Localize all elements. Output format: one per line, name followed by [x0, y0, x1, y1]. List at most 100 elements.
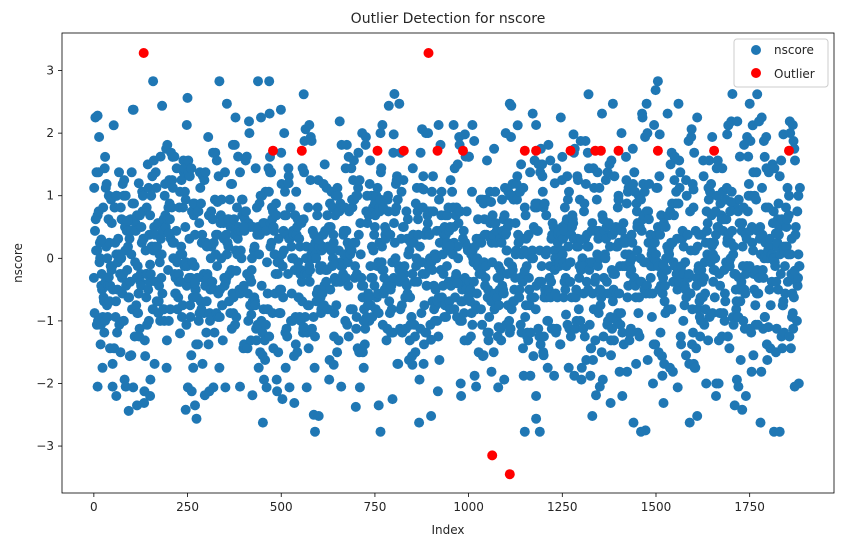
nscore-point — [176, 312, 187, 322]
nscore-point — [690, 362, 701, 373]
nscore-point — [428, 206, 439, 217]
nscore-point — [232, 202, 242, 213]
outlier-point — [504, 469, 515, 480]
nscore-point — [376, 163, 387, 174]
nscore-point — [190, 278, 200, 289]
nscore-point — [512, 171, 523, 182]
nscore-point — [525, 167, 536, 178]
nscore-point — [353, 147, 364, 158]
nscore-point — [684, 417, 695, 428]
nscore-point — [622, 366, 633, 377]
nscore-point — [181, 280, 192, 291]
nscore-point — [357, 347, 368, 358]
nscore-point — [175, 328, 185, 339]
nscore-point — [607, 323, 618, 334]
nscore-point — [525, 327, 536, 338]
nscore-point — [276, 147, 287, 158]
nscore-point — [570, 292, 581, 303]
nscore-point — [467, 186, 477, 197]
nscore-point — [579, 198, 590, 209]
nscore-point — [455, 378, 466, 389]
nscore-point — [713, 378, 724, 389]
nscore-point — [145, 391, 156, 401]
nscore-point — [774, 426, 785, 437]
nscore-point — [273, 347, 284, 358]
nscore-point — [490, 186, 501, 197]
nscore-point — [733, 381, 744, 392]
nscore-point — [196, 198, 206, 209]
nscore-point — [704, 155, 715, 166]
nscore-point — [441, 261, 452, 272]
nscore-point — [557, 151, 568, 162]
nscore-point — [743, 151, 754, 162]
nscore-point — [190, 229, 200, 240]
nscore-point — [486, 197, 497, 207]
nscore-point — [755, 222, 766, 232]
nscore-point — [262, 288, 273, 299]
nscore-point — [145, 269, 156, 279]
nscore-point — [785, 343, 796, 354]
legend-label-nscore: nscore — [774, 43, 814, 57]
nscore-point — [469, 136, 480, 146]
nscore-point — [238, 280, 249, 291]
nscore-point — [233, 151, 244, 162]
nscore-point — [306, 136, 317, 146]
y-axis: −3 −2 −1 0 1 2 3 — [36, 64, 62, 453]
nscore-point — [650, 339, 661, 350]
nscore-point — [543, 139, 554, 150]
nscore-point — [296, 276, 307, 287]
nscore-point — [692, 241, 703, 252]
nscore-point — [655, 327, 666, 338]
nscore-point — [784, 190, 794, 201]
nscore-point — [336, 381, 347, 392]
nscore-point — [98, 202, 109, 213]
nscore-point — [246, 265, 257, 275]
nscore-point — [587, 411, 598, 421]
nscore-point — [788, 323, 799, 334]
nscore-point — [514, 284, 525, 295]
nscore-point — [565, 276, 576, 287]
nscore-point — [529, 292, 540, 303]
nscore-point — [453, 253, 464, 264]
outlier-point — [487, 450, 498, 461]
nscore-point — [733, 194, 744, 205]
nscore-point — [757, 265, 768, 275]
nscore-point — [221, 229, 232, 240]
nscore-point — [242, 343, 253, 354]
nscore-point — [458, 225, 469, 236]
nscore-point — [752, 89, 763, 100]
nscore-point — [586, 343, 597, 354]
nscore-point — [353, 229, 364, 240]
nscore-point — [674, 182, 685, 193]
nscore-point — [396, 272, 407, 283]
nscore-point — [360, 132, 371, 142]
nscore-point — [737, 241, 748, 252]
nscore-point — [426, 411, 437, 421]
nscore-point — [389, 89, 400, 99]
nscore-point — [606, 155, 617, 166]
nscore-point — [97, 362, 108, 373]
nscore-point — [717, 163, 728, 174]
nscore-point — [155, 233, 166, 244]
nscore-point — [373, 308, 384, 319]
nscore-point — [476, 304, 486, 315]
nscore-point — [399, 261, 410, 272]
nscore-point — [790, 222, 801, 232]
nscore-point — [259, 374, 269, 385]
nscore-point — [456, 315, 467, 326]
nscore-point — [442, 210, 453, 221]
nscore-point — [155, 151, 166, 162]
nscore-point — [363, 292, 374, 303]
nscore-point — [751, 194, 762, 205]
nscore-point — [757, 229, 768, 240]
nscore-point — [565, 257, 576, 268]
nscore-point — [476, 237, 487, 248]
nscore-point — [614, 288, 625, 299]
nscore-point — [114, 167, 124, 178]
nscore-point — [715, 280, 726, 291]
nscore-point — [688, 202, 699, 213]
nscore-point — [220, 167, 230, 178]
nscore-point — [576, 362, 587, 373]
nscore-point — [193, 339, 203, 350]
nscore-point — [680, 257, 691, 268]
